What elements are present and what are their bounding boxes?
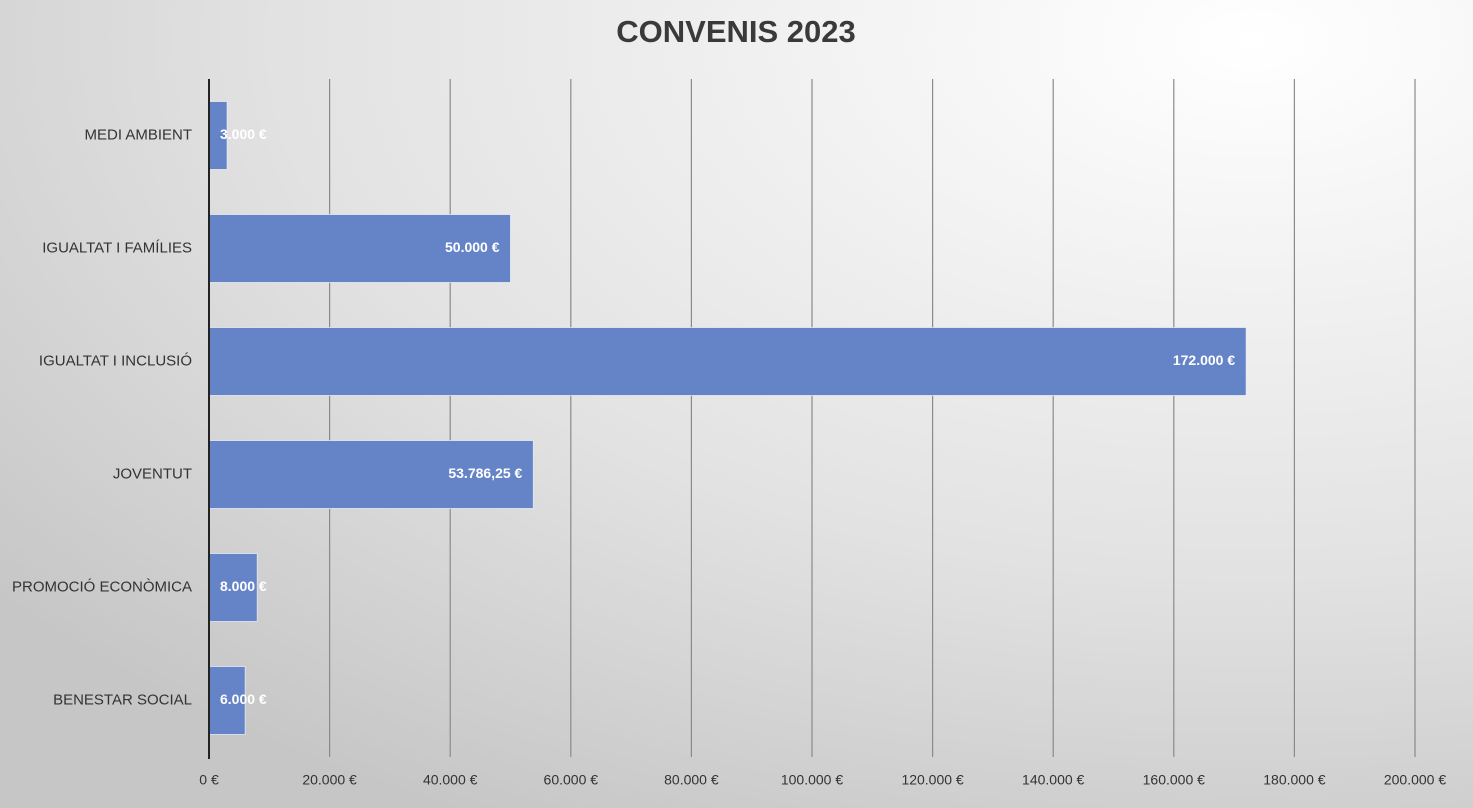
- bar: [208, 214, 511, 283]
- x-tick-label: 140.000 €: [1022, 772, 1084, 788]
- x-tick-label: 80.000 €: [664, 772, 719, 788]
- value-label: 6.000 €: [220, 691, 267, 707]
- x-tick-label: 20.000 €: [302, 772, 357, 788]
- bar: [208, 553, 258, 622]
- value-label: 8.000 €: [220, 578, 267, 594]
- bar: [208, 666, 246, 735]
- y-tick-label: PROMOCIÓ ECONÒMICA: [12, 578, 192, 595]
- y-tick-label: IGUALTAT I INCLUSIÓ: [39, 352, 192, 369]
- x-tick-label: 100.000 €: [781, 772, 843, 788]
- y-tick-label: BENESTAR SOCIAL: [53, 691, 192, 708]
- value-label: 3.000 €: [220, 126, 267, 142]
- x-tick-label: 200.000 €: [1384, 772, 1446, 788]
- x-tick-label: 180.000 €: [1263, 772, 1325, 788]
- x-tick-label: 40.000 €: [423, 772, 478, 788]
- x-tick-label: 120.000 €: [901, 772, 963, 788]
- x-tick-label: 0 €: [199, 772, 219, 788]
- chart-title: CONVENIS 2023: [616, 14, 856, 49]
- value-label: 50.000 €: [445, 239, 500, 255]
- y-tick-label: MEDI AMBIENT: [84, 126, 192, 143]
- value-label: 172.000 €: [1173, 352, 1235, 368]
- bar: [208, 440, 534, 509]
- bar: [208, 327, 1247, 396]
- y-tick-label: JOVENTUT: [113, 465, 192, 482]
- y-tick-label: IGUALTAT I FAMÍLIES: [42, 239, 192, 256]
- value-label: 53.786,25 €: [448, 465, 522, 481]
- x-tick-label: 160.000 €: [1143, 772, 1205, 788]
- x-tick-label: 60.000 €: [544, 772, 599, 788]
